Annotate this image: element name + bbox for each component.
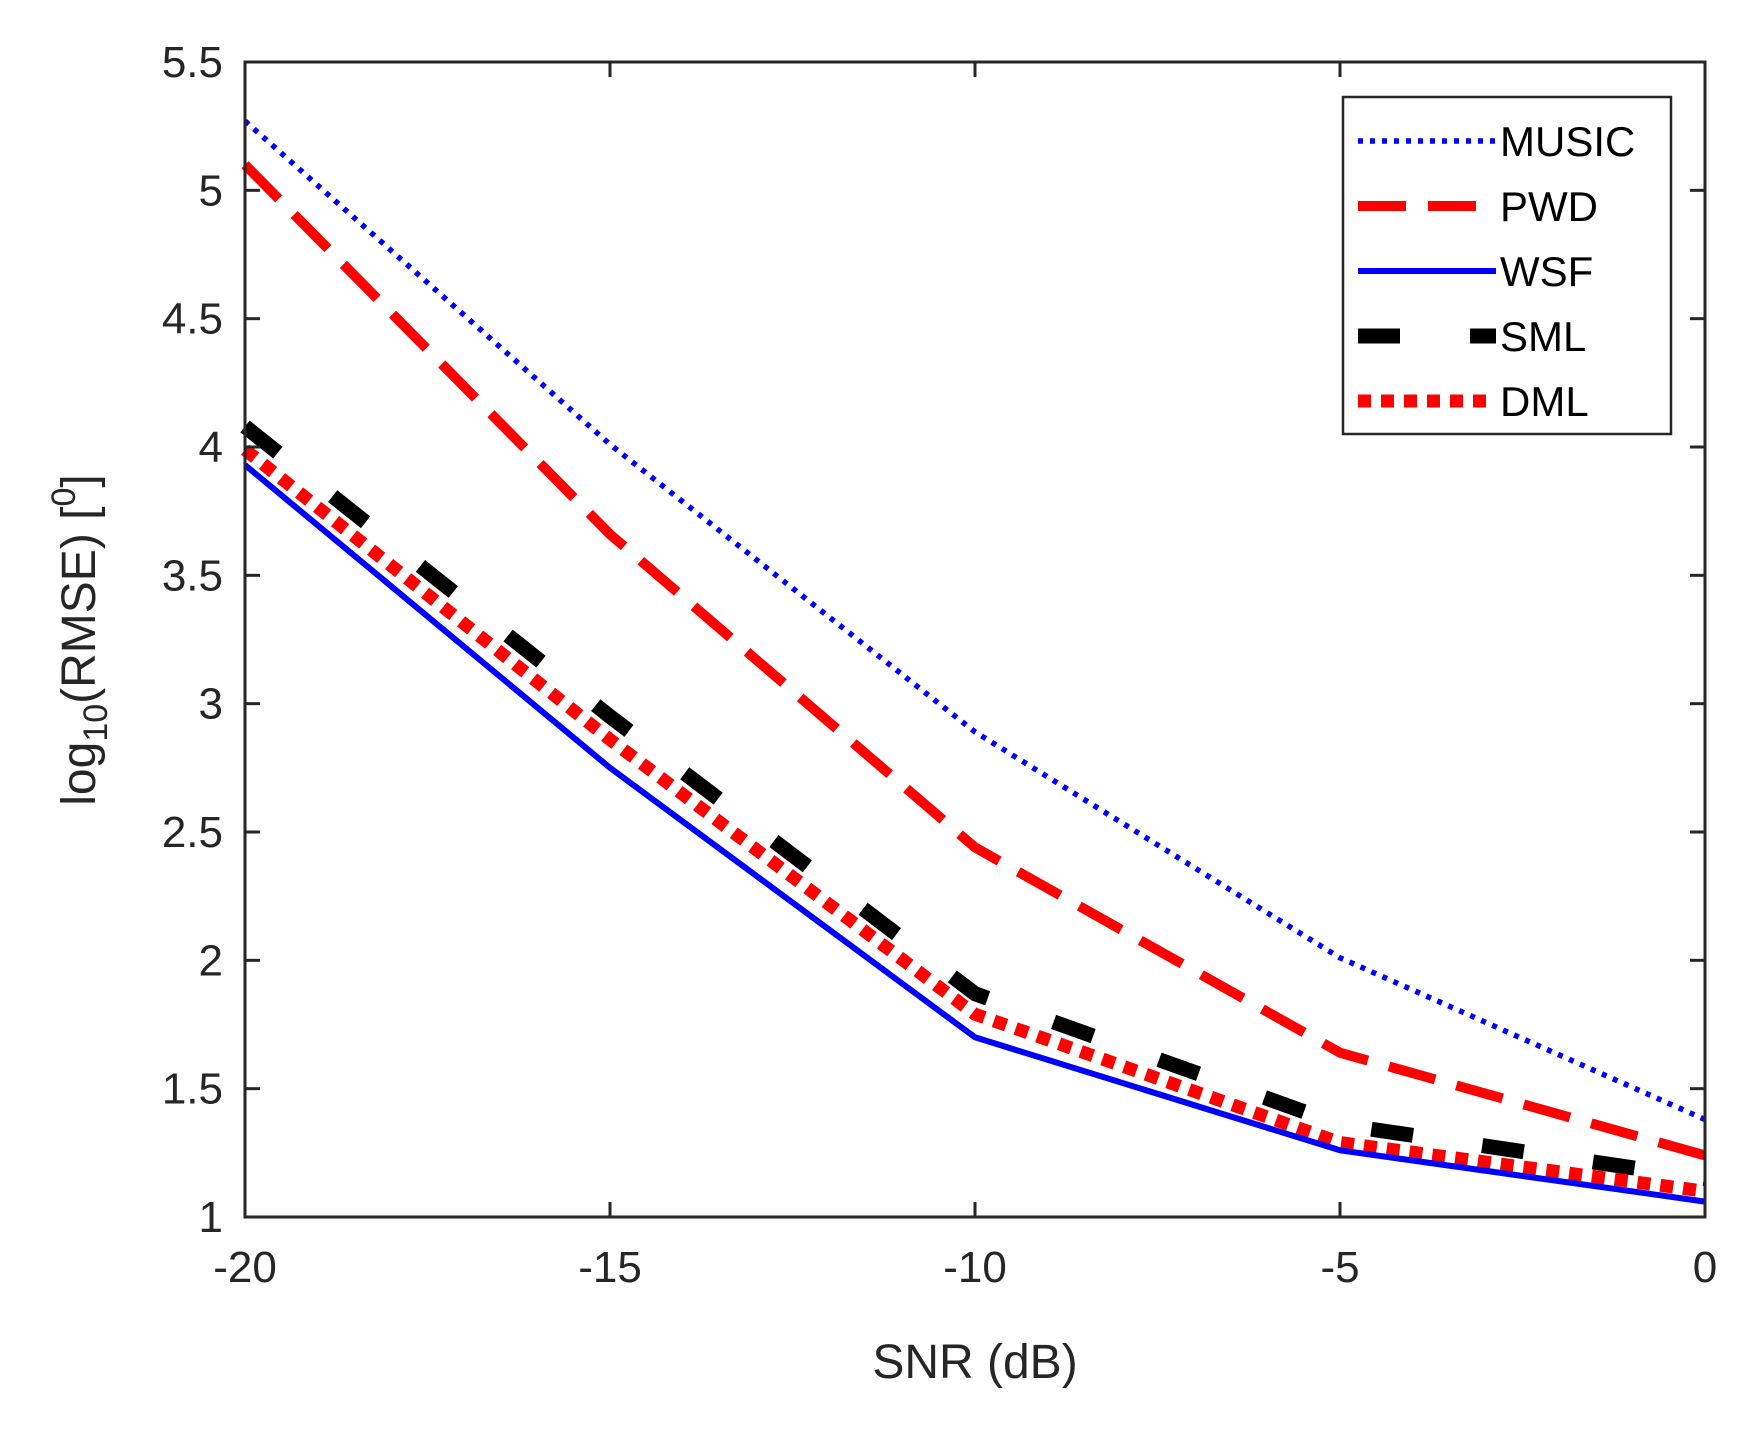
legend-item-sml: SML bbox=[1358, 313, 1586, 360]
legend-item-pwd: PWD bbox=[1358, 183, 1598, 230]
x-tick-label: -20 bbox=[213, 1243, 277, 1292]
x-tick-label: -15 bbox=[578, 1243, 642, 1292]
x-tick-label: 0 bbox=[1693, 1243, 1717, 1292]
x-tick-label: -5 bbox=[1320, 1243, 1359, 1292]
y-axis-label-subscript: 10 bbox=[77, 704, 115, 742]
y-axis-label-main: (RMSE) [ bbox=[53, 507, 106, 704]
x-tick-label: -10 bbox=[943, 1243, 1007, 1292]
x-axis-label: SNR (dB) bbox=[872, 1336, 1077, 1389]
legend-label-sml: SML bbox=[1500, 313, 1586, 360]
legend-item-music: MUSIC bbox=[1358, 118, 1635, 165]
y-tick-label: 3 bbox=[199, 680, 223, 729]
legend: MUSIC PWD WSF SML DML bbox=[1341, 95, 1673, 436]
series-pwd bbox=[241, 161, 1707, 1161]
legend-item-wsf: WSF bbox=[1358, 248, 1593, 295]
legend-item-dml: DML bbox=[1358, 378, 1589, 425]
series-line-wsf bbox=[243, 462, 1706, 1205]
legend-box bbox=[1341, 95, 1673, 436]
tick-layer: -20 -15 -10 -5 0 1 1.5 2 2.5 3 3.5 4 4.5 5 5.5 bbox=[162, 38, 1717, 1292]
y-tick-label: 1 bbox=[199, 1193, 223, 1242]
series-dml bbox=[240, 444, 1706, 1198]
series-sml bbox=[240, 420, 1707, 1186]
y-tick-label: 5.5 bbox=[162, 38, 223, 87]
legend-label-wsf: WSF bbox=[1500, 248, 1593, 295]
series-line-music bbox=[243, 118, 1707, 1123]
series-line-pwd bbox=[241, 161, 1707, 1161]
y-tick-label: 2 bbox=[199, 936, 223, 985]
y-tick-label: 4 bbox=[199, 423, 223, 472]
y-axis-label-superscript: 0 bbox=[45, 488, 83, 507]
series-layer bbox=[240, 118, 1707, 1205]
series-line-sml bbox=[240, 420, 1707, 1186]
y-axis-label: log10(RMSE) [0] bbox=[45, 474, 115, 805]
y-axis-label-base: log bbox=[53, 742, 106, 806]
y-tick-label: 2.5 bbox=[162, 808, 223, 857]
y-tick-label: 3.5 bbox=[162, 551, 223, 600]
y-tick-label: 1.5 bbox=[162, 1065, 223, 1114]
legend-label-pwd: PWD bbox=[1500, 183, 1598, 230]
y-tick-label: 4.5 bbox=[162, 295, 223, 344]
series-line-dml bbox=[240, 444, 1706, 1198]
series-wsf bbox=[243, 462, 1706, 1205]
y-tick-label: 5 bbox=[199, 166, 223, 215]
y-axis-label-close: ] bbox=[53, 474, 106, 487]
legend-items: MUSIC PWD WSF SML DML bbox=[1358, 118, 1635, 425]
legend-label-dml: DML bbox=[1500, 378, 1589, 425]
legend-label-music: MUSIC bbox=[1500, 118, 1635, 165]
series-music bbox=[243, 118, 1707, 1123]
